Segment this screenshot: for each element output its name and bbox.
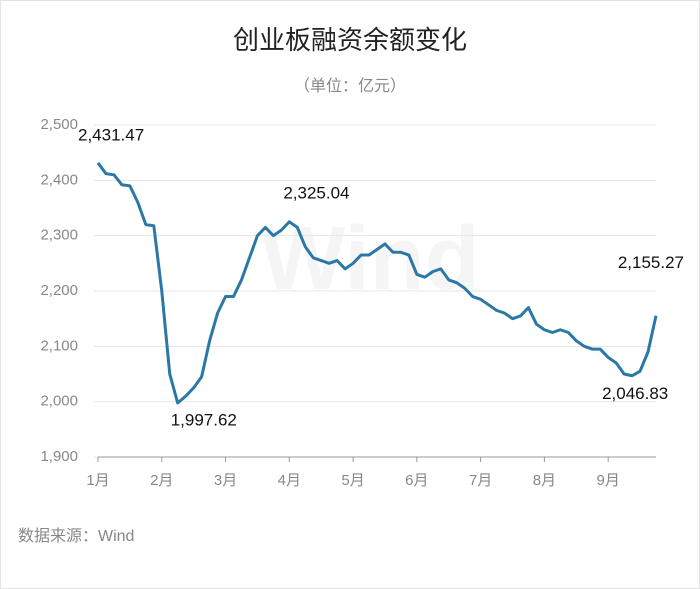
data-label: 1,997.62 [171,410,237,429]
x-tick-label: 7月 [469,472,492,489]
y-tick-label: 2,400 [40,171,78,188]
chart-subtitle: （单位：亿元） [294,77,406,95]
y-tick-label: 2,000 [40,393,78,410]
data-label: 2,325.04 [283,183,349,202]
x-tick-label: 2月 [150,472,173,489]
x-tick-label: 6月 [405,472,428,489]
data-label: 2,155.27 [618,253,684,272]
data-label: 2,046.83 [602,384,668,403]
x-tick-label: 8月 [533,472,556,489]
x-tick-label: 4月 [278,472,301,489]
y-tick-label: 2,300 [40,227,78,244]
y-tick-label: 2,200 [40,282,78,299]
x-tick-label: 3月 [214,472,237,489]
data-line [96,162,658,405]
source-note: 数据来源：Wind [18,527,134,545]
y-tick-label: 2,500 [40,116,78,133]
data-label: 2,431.47 [78,125,144,144]
y-tick-label: 2,100 [40,337,78,354]
x-tick-label: 5月 [341,472,364,489]
x-tick-label: 9月 [596,472,619,489]
x-tick-label: 1月 [86,472,109,489]
chart-title: 创业板融资余额变化 [233,25,467,55]
y-tick-label: 1,900 [40,448,78,465]
